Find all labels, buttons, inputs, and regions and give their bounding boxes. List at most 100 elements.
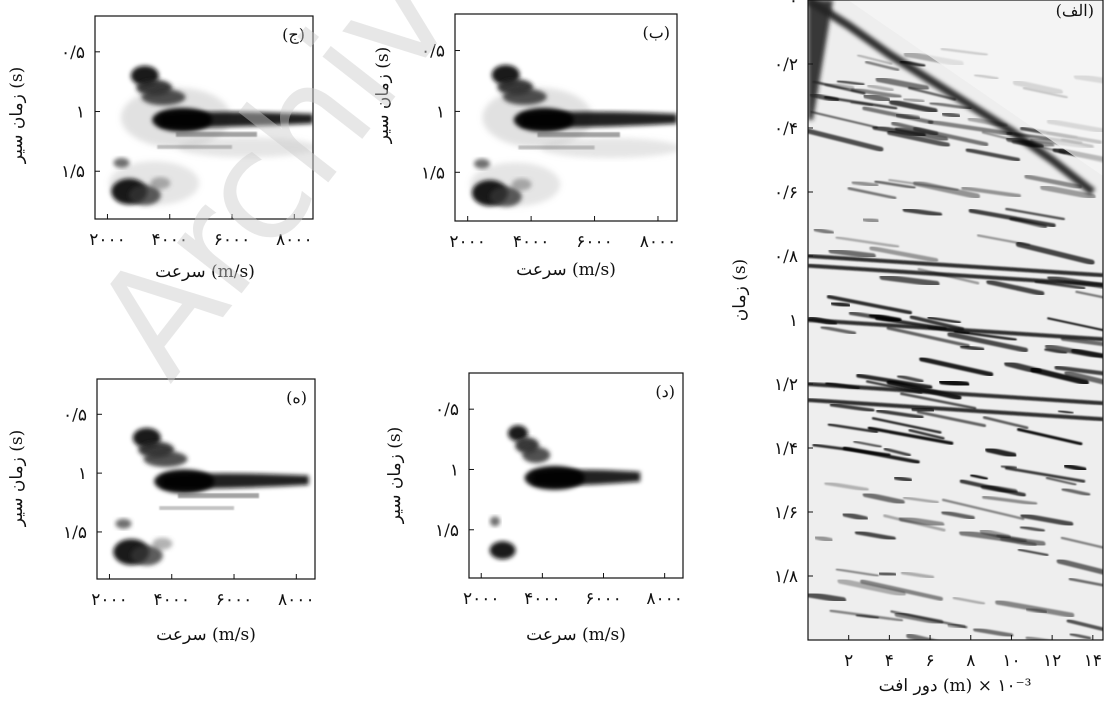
panel-alef: ۰ ۰/۲ ۰/۴ ۰/۶ ۰/۸ ۱ ۱/۲ ۱/۴ ۱/۶ ۱/۸ ۲ ۴ ۶ ۸ ۱۰ ۱۲ ۱۴ (ا…: [730, 0, 1104, 696]
reflection-event: [835, 568, 879, 577]
y-ticks-be: ۰/۵ ۱ ۱/۵: [421, 42, 460, 183]
spectrum-blob: [177, 137, 313, 158]
y-tick-label: ۰/۵: [421, 42, 445, 62]
reflection-event: [902, 207, 943, 217]
x-tick-label: ۸۰۰۰: [640, 232, 677, 252]
reflection-event: [1040, 184, 1096, 200]
spectrum-band: [175, 131, 257, 137]
x-ticks-jim: ۲۰۰۰ ۴۰۰۰ ۶۰۰۰ ۸۰۰۰: [89, 214, 313, 250]
y-tick-label: ۰/۸: [774, 247, 798, 267]
y-axis-label-dal: زمان سیر (s): [385, 427, 405, 525]
reflection-event: [857, 54, 893, 65]
reflection-event: [897, 374, 924, 383]
x-tick-label: ۶۰۰۰: [585, 589, 622, 609]
reflection-event: [982, 495, 1038, 506]
reflection-event: [927, 119, 1013, 136]
panel-dal: ۰/۵ ۱ ۱/۵ ۲۰۰۰ ۴۰۰۰ ۶۰۰۰ ۸۰۰۰ (د) زمان سیر (s…: [385, 372, 684, 645]
x-tick-label: ۸: [966, 651, 975, 671]
panel-he: ۰/۵ ۱ ۱/۵ ۲۰۰۰ ۴۰۰۰ ۶۰۰۰ ۸۰۰۰ (ه) زمان سیر (s…: [7, 378, 316, 645]
plot-frame-be: [454, 13, 678, 222]
spectrum-blob: [152, 107, 213, 132]
reflection-event: [890, 610, 968, 629]
reflection-event: [908, 86, 957, 101]
x-tick-label: ۸۰۰۰: [278, 590, 315, 610]
reflection-event: [868, 312, 902, 323]
reflection-event: [1068, 577, 1103, 587]
x-ticks-be: ۲۰۰۰ ۴۰۰۰ ۶۰۰۰ ۸۰۰۰: [449, 216, 676, 252]
y-tick-label: ۰/۶: [774, 183, 798, 203]
x-tick-label: ۴۰۰۰: [513, 232, 550, 252]
x-tick-label: ۴۰۰۰: [153, 590, 190, 610]
reflection-event: [1025, 606, 1048, 615]
plot-frame-dal: [468, 372, 684, 579]
reflection-event: [872, 125, 926, 138]
reflection-event: [973, 627, 1014, 638]
reflection-event: [830, 300, 851, 309]
reflection-event: [820, 325, 857, 335]
reflection-event: [835, 236, 900, 248]
near-offset-noise: [808, 0, 833, 120]
x-tick-label: ۸۰۰۰: [646, 589, 683, 609]
reflection-event: [836, 79, 865, 86]
reflection-event: [826, 294, 912, 315]
reflection-event: [842, 511, 869, 522]
pre-arrival-zone: [848, 0, 1103, 176]
x-tick-label: ۶۰۰۰: [214, 230, 251, 250]
spectrum-band: [159, 506, 235, 511]
reflection-event: [850, 101, 874, 107]
spectrum-blob: [502, 88, 547, 105]
reflection-event: [1060, 336, 1103, 347]
y-tick-label: ۱/۶: [774, 503, 798, 523]
reflection-event: [874, 180, 916, 190]
reflection-event: [1071, 348, 1103, 359]
reflection-event: [854, 530, 896, 541]
reflection-event: [878, 570, 897, 578]
spectrum-blob: [115, 518, 132, 529]
x-axis-label-jim: سرعت (m/s): [155, 262, 255, 282]
reflection-event: [986, 279, 1045, 297]
reflection-event: [959, 479, 1026, 497]
reflection-event: [886, 326, 970, 348]
reflection-event: [1004, 466, 1086, 483]
reflection-event: [953, 330, 1017, 341]
x-ticks-alef: ۲ ۴ ۶ ۸ ۱۰ ۱۲ ۱۴: [844, 635, 1102, 671]
reflection-event: [853, 440, 882, 448]
reflection-event: [860, 579, 943, 601]
spectrum-blob: [522, 447, 551, 463]
velocity-spectrum-he: [113, 427, 309, 566]
reflection-event: [847, 187, 897, 200]
reflection-event: [941, 510, 975, 521]
y-axis-label-be: زمان سیر (s): [373, 47, 393, 145]
reflection-event: [850, 87, 902, 99]
reflection-event: [1044, 347, 1068, 355]
reflection-event: [929, 101, 972, 110]
reflection-event: [1047, 317, 1103, 332]
y-tick-label: ۱/۲: [774, 375, 798, 395]
y-tick-label: ۰/۴: [774, 119, 798, 139]
reflection-event: [941, 498, 1025, 520]
reflector: [808, 382, 1103, 406]
reflection-event: [1000, 464, 1018, 470]
reflection-event: [916, 410, 987, 428]
y-axis-label-he: زمان سیر (s): [7, 430, 27, 528]
spectrum-blob: [128, 185, 161, 206]
reflector: [808, 254, 1103, 278]
x-tick-label: ۲۰۰۰: [91, 590, 128, 610]
x-ticks-he: ۲۰۰۰ ۴۰۰۰ ۶۰۰۰ ۸۰۰۰: [91, 574, 315, 610]
y-tick-label: ۰/۵: [63, 405, 87, 425]
y-tick-label: ۱/۵: [63, 523, 87, 543]
spectrum-blob: [511, 178, 532, 191]
reflection-event: [883, 514, 946, 532]
reflection-event: [903, 97, 925, 104]
reflection-event: [938, 378, 970, 388]
reflection-event: [875, 76, 929, 92]
reflection-event: [961, 186, 1022, 198]
reflector: [808, 398, 1103, 422]
spectrum-band: [537, 132, 620, 138]
reflection-event: [1017, 548, 1049, 557]
reflection-event: [883, 447, 911, 457]
reflection-event: [1045, 476, 1077, 486]
panel-label-jim: (ج): [282, 25, 305, 44]
spectrum-blob: [113, 157, 130, 168]
